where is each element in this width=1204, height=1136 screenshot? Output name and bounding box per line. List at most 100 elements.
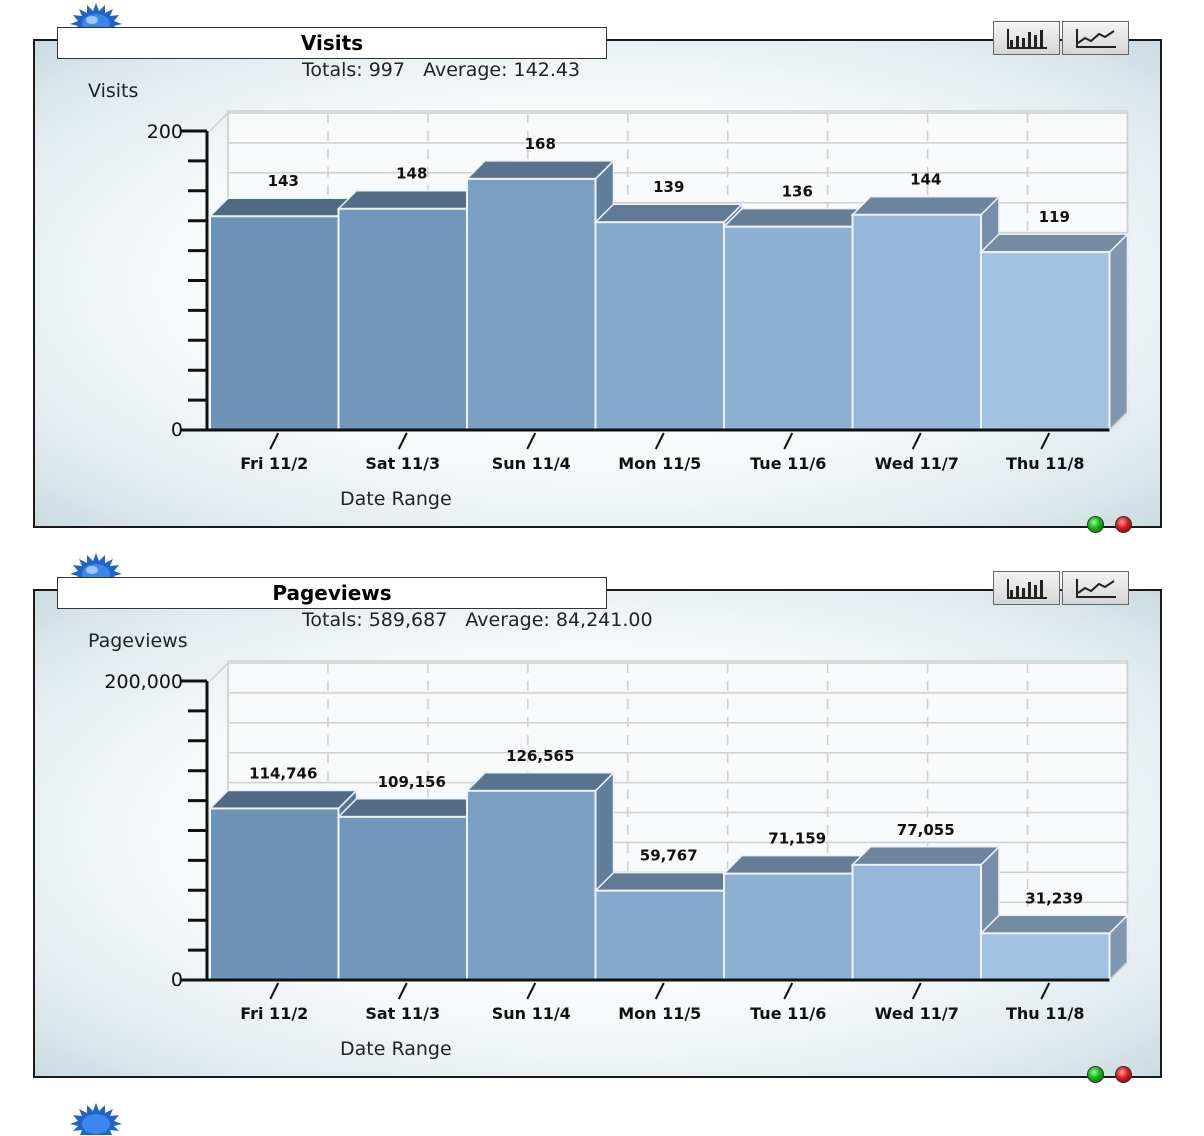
bar: 77,055 <box>850 821 1001 982</box>
x-axis-tick <box>911 982 922 1000</box>
x-tick-label: Tue 11/6 <box>750 454 826 473</box>
x-tick-label: Tue 11/6 <box>750 1004 826 1023</box>
bar-value-label: 136 <box>782 183 813 201</box>
x-tick-label: Wed 11/7 <box>875 1004 959 1023</box>
x-tick-label: Wed 11/7 <box>875 454 959 473</box>
bar-value-label: 59,767 <box>640 847 698 865</box>
bar-view-button[interactable] <box>993 571 1060 605</box>
bar-value-label: 77,055 <box>897 821 955 839</box>
x-axis-tick <box>526 432 537 450</box>
x-tick-label: Mon 11/5 <box>618 454 701 473</box>
bar-value-label: 126,565 <box>506 747 574 765</box>
bar-front <box>466 789 597 982</box>
bar: 126,565 <box>465 747 616 982</box>
x-tick-label: Thu 11/8 <box>1006 454 1085 473</box>
bar-value-label: 139 <box>653 178 684 196</box>
pageviews-totals-text: Totals: 589,687 Average: 84,241.00 <box>302 609 653 631</box>
x-tick-label: Thu 11/8 <box>1006 1004 1085 1023</box>
bars: 143 148 168 139 136 144 119 <box>208 135 1130 432</box>
bar: 143 <box>208 172 359 432</box>
visits-y-axis-title: Visits <box>88 80 139 102</box>
bar-value-label: 31,239 <box>1025 889 1083 907</box>
bar-top <box>208 789 359 810</box>
bar: 114,746 <box>208 764 359 982</box>
x-axis-edge <box>1108 961 1129 981</box>
y-tick-label: 200 <box>147 121 183 143</box>
bar-top <box>722 854 873 875</box>
green-light-icon <box>1087 1066 1104 1083</box>
green-light-icon <box>1087 516 1104 533</box>
chart-wall-edge <box>209 662 229 682</box>
bar-value-label: 114,746 <box>249 764 317 782</box>
x-axis-tick <box>654 982 665 1000</box>
x-axis-tick <box>783 432 794 450</box>
bar-front <box>594 889 725 981</box>
bar-value-label: 119 <box>1039 208 1070 226</box>
y-axis: 0 200,000 <box>104 671 209 991</box>
visits-view-toggle <box>993 21 1131 55</box>
chart-wall-edge <box>209 112 229 132</box>
bar-top <box>336 798 487 818</box>
bar-top <box>465 772 616 792</box>
x-axis-tick <box>269 432 280 450</box>
x-tick-label: Fri 11/2 <box>240 454 308 473</box>
x-axis-tick <box>783 982 794 1000</box>
x-axis-tick <box>526 982 537 1000</box>
x-axis: Fri 11/2 Sat 11/3 Sun 11/4 Mon 11/5 Tue 11/6… <box>207 961 1129 1023</box>
bar-value-label: 71,159 <box>768 830 826 848</box>
visits-bar-chart: 0 200 143 148 168 139 136 144 119 Fri 11/2 Sat 11/… <box>147 110 1130 473</box>
bar-top <box>593 871 744 892</box>
bar: 109,156 <box>336 773 487 982</box>
line-chart-icon <box>1075 29 1116 48</box>
bar-front <box>209 215 340 431</box>
bar-front <box>337 815 468 981</box>
pageviews-x-axis-title: Date Range <box>340 1038 452 1060</box>
x-tick-label: Mon 11/5 <box>618 1004 701 1023</box>
x-axis-tick <box>1040 982 1051 1000</box>
line-chart-icon <box>1075 579 1116 598</box>
bar-value-label: 168 <box>525 135 556 153</box>
bars: 114,746 109,156 126,565 59,767 71,159 77,055 3… <box>208 747 1130 982</box>
red-light-icon <box>1115 516 1132 533</box>
x-axis-edge <box>1108 411 1129 431</box>
bar: 119 <box>979 208 1130 432</box>
y-tick-label: 0 <box>171 419 183 441</box>
bar-front <box>594 221 725 431</box>
pageviews-bar-chart: 0 200,000 114,746 109,156 126,565 59,767 71,15… <box>104 660 1130 1023</box>
bar-front <box>723 872 854 982</box>
x-axis-tick <box>911 432 922 450</box>
bar-front <box>980 251 1111 431</box>
bar-value-label: 109,156 <box>378 773 446 791</box>
bar-value-label: 143 <box>268 172 299 190</box>
bar-top <box>979 914 1130 935</box>
bar-chart-icon <box>1006 29 1047 49</box>
visits-totals-text: Totals: 997 Average: 142.43 <box>302 59 581 81</box>
visits-chart-title: Visits <box>57 27 607 59</box>
x-axis-tick <box>269 982 280 1000</box>
bar-value-label: 148 <box>396 165 427 183</box>
x-tick-label: Sun 11/4 <box>492 454 571 473</box>
bar-front <box>851 863 982 982</box>
pageviews-y-axis-title: Pageviews <box>88 630 188 652</box>
bar-front <box>980 932 1111 981</box>
pageviews-view-toggle <box>993 571 1131 605</box>
x-tick-label: Sun 11/4 <box>492 1004 571 1023</box>
bar-view-button[interactable] <box>993 21 1060 55</box>
bar-top <box>850 846 1001 866</box>
red-light-icon <box>1115 1066 1132 1083</box>
bar-front <box>851 213 982 431</box>
x-axis-tick <box>397 982 408 1000</box>
bar-chart-icon <box>1006 579 1047 599</box>
visits-x-axis-title: Date Range <box>340 488 452 510</box>
line-view-button[interactable] <box>1062 571 1129 605</box>
y-tick-label: 200,000 <box>104 671 183 693</box>
bar-front <box>466 177 597 431</box>
bar-front <box>209 807 340 981</box>
x-tick-label: Sat 11/3 <box>365 454 440 473</box>
x-tick-label: Fri 11/2 <box>240 1004 308 1023</box>
line-view-button[interactable] <box>1062 21 1129 55</box>
y-axis: 0 200 <box>147 121 209 441</box>
bar-value-label: 144 <box>910 171 941 189</box>
y-tick-label: 0 <box>171 969 183 991</box>
x-axis: Fri 11/2 Sat 11/3 Sun 11/4 Mon 11/5 Tue 11/6… <box>207 411 1129 473</box>
